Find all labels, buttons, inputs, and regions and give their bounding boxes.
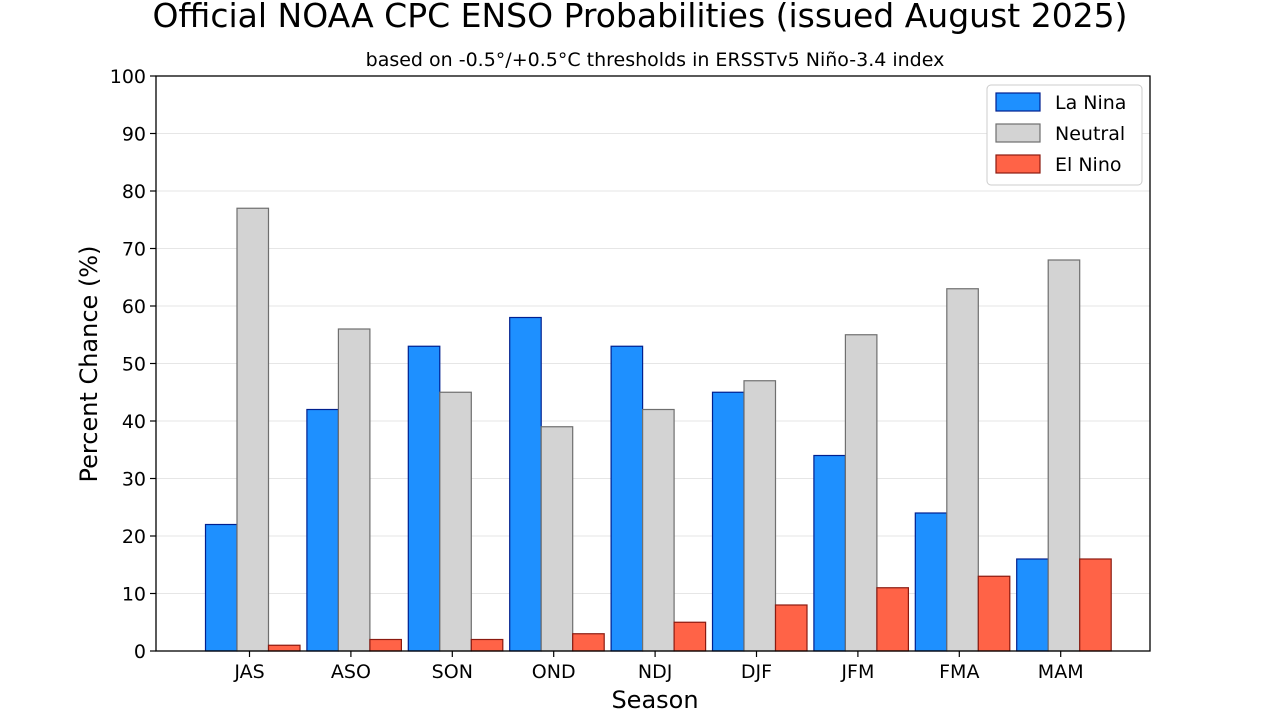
bar-la-nina-son [407,345,441,652]
bar-neutral-ond [540,426,574,652]
bar-el-nino-mam [1079,558,1112,652]
bar-la-nina-fma [914,512,948,652]
bar-la-nina-jas [204,523,238,652]
bar-el-nino-fma [977,575,1011,652]
legend-label-la-nina: La Nina [1055,92,1126,114]
bar-la-nina-mam [1016,558,1049,652]
y-tick-label: 50 [122,354,146,376]
bar-neutral-mam [1047,259,1081,652]
y-tick-label: 10 [122,584,146,606]
legend-swatch-neutral [995,123,1041,143]
y-tick-label: 30 [122,469,146,491]
x-tick-label-fma: FMA [939,661,979,683]
bar-el-nino-aso [369,638,402,652]
x-tick-label-ndj: NDJ [638,661,672,683]
bar-la-nina-ndj [610,345,644,652]
x-tick-label-jfm: JFM [840,661,874,683]
bar-el-nino-ond [572,633,605,652]
bar-el-nino-son [470,638,504,652]
bar-el-nino-jfm [876,587,910,652]
y-tick-label: 0 [134,641,146,663]
x-tick-label-mam: MAM [1038,661,1084,683]
legend-swatch-el-nino [995,154,1041,174]
bar-la-nina-aso [306,408,339,652]
bars [204,207,1112,652]
bar-neutral-jas [236,207,270,652]
y-tick-label: 20 [122,526,146,548]
legend: La Nina Neutral El Nino [986,84,1143,186]
y-tick-label: 40 [122,411,146,433]
x-tick-label-jas: JAS [233,661,264,683]
x-tick-label-son: SON [432,661,473,683]
chart-subtitle: based on -0.5°/+0.5°C thresholds in ERSS… [365,49,945,71]
y-tick-label: 70 [122,239,146,261]
bar-neutral-aso [337,328,371,652]
legend-label-neutral: Neutral [1055,123,1125,145]
bar-la-nina-djf [711,391,745,652]
bar-el-nino-jas [267,644,301,652]
bar-neutral-son [439,391,472,652]
bar-el-nino-ndj [673,621,707,652]
bar-la-nina-ond [509,316,542,652]
bar-neutral-djf [743,380,777,652]
legend-label-el-nino: El Nino [1055,154,1121,176]
y-tick-label: 60 [122,296,146,318]
y-axis-label: Percent Chance (%) [75,246,103,483]
x-axis: JAS ASO SON OND NDJ DJF JFM FMA MAM [233,651,1084,683]
bar-la-nina-jfm [813,454,847,652]
x-tick-label-aso: ASO [331,661,371,683]
x-tick-label-djf: DJF [741,661,772,683]
legend-swatch-la-nina [995,92,1041,112]
x-axis-label: Season [611,686,698,714]
bar-neutral-fma [946,288,979,652]
y-tick-label: 90 [122,124,146,146]
y-axis: 0 10 20 30 40 50 60 70 80 90 100 [110,66,156,663]
x-tick-label-ond: OND [532,661,576,683]
bar-el-nino-djf [774,604,808,652]
y-tick-label: 80 [122,181,146,203]
bar-neutral-ndj [641,408,675,652]
bar-neutral-jfm [844,334,878,652]
chart-title: Official NOAA CPC ENSO Probabilities (is… [152,0,1128,35]
y-tick-label: 100 [110,66,146,88]
